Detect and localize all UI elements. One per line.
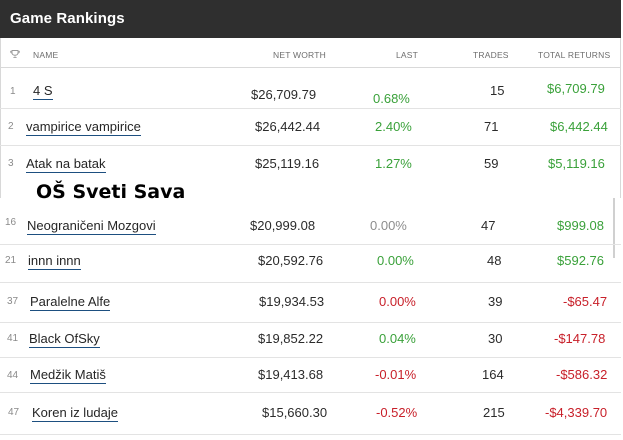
last-change-value: 0.68% xyxy=(373,91,410,106)
table-header: NAME NET WORTH LAST TRADES TOTAL RETURNS xyxy=(0,38,621,68)
header-trades[interactable]: TRADES xyxy=(473,50,509,60)
trades-value: 15 xyxy=(490,83,505,98)
header-net-worth[interactable]: NET WORTH xyxy=(273,50,326,60)
player-name-link[interactable]: vampirice vampirice xyxy=(26,119,141,136)
total-returns-value: -$4,339.70 xyxy=(545,405,608,420)
table-row: 41 Black OfSky $19,852.22 0.04% 30 -$147… xyxy=(0,323,621,358)
row-rank: 2 xyxy=(8,121,14,132)
trades-value: 71 xyxy=(484,119,499,134)
net-worth-value: $15,660.30 xyxy=(262,405,328,420)
row-rank: 41 xyxy=(7,333,19,344)
trades-value: 30 xyxy=(488,331,503,346)
window-title: Game Rankings xyxy=(10,10,125,27)
net-worth-value: $20,999.08 xyxy=(250,218,316,233)
player-name-link[interactable]: Koren iz ludaje xyxy=(32,405,118,422)
row-rank: 37 xyxy=(7,296,19,307)
net-worth-value: $19,934.53 xyxy=(259,294,325,309)
player-name-link[interactable]: Neograničeni Mozgovi xyxy=(27,218,156,235)
player-name-link[interactable]: Atak na batak xyxy=(26,156,106,173)
player-name-link[interactable]: Black OfSky xyxy=(29,331,100,348)
total-returns-value: -$65.47 xyxy=(563,294,608,309)
total-returns-value: -$586.32 xyxy=(556,367,608,382)
header-total-returns[interactable]: TOTAL RETURNS xyxy=(538,50,611,60)
trades-value: 215 xyxy=(483,405,505,420)
last-change-value: -0.01% xyxy=(375,367,417,382)
last-change-value: 2.40% xyxy=(375,119,412,134)
player-name-link[interactable]: innn innn xyxy=(28,253,81,270)
trades-value: 164 xyxy=(482,367,504,382)
table-row: 44 Medžik Matiš $19,413.68 -0.01% 164 -$… xyxy=(0,358,621,393)
row-rank: 44 xyxy=(7,370,19,381)
row-rank: 21 xyxy=(5,255,17,266)
table-row: 2 vampirice vampirice $26,442.44 2.40% 7… xyxy=(0,109,621,146)
player-name-link[interactable]: 4 S xyxy=(33,83,53,100)
header-last[interactable]: LAST xyxy=(396,50,419,60)
row-rank: 47 xyxy=(8,407,20,418)
row-rank: 3 xyxy=(8,158,14,169)
player-name-link[interactable]: Medžik Matiš xyxy=(30,367,106,384)
school-group-label: OŠ Sveti Sava xyxy=(36,181,186,203)
table-row: 21 innn innn $20,592.76 0.00% 48 $592.76 xyxy=(0,245,621,283)
table-row: 47 Koren iz ludaje $15,660.30 -0.52% 215… xyxy=(0,393,621,435)
trades-value: 39 xyxy=(488,294,503,309)
last-change-value: 0.00% xyxy=(379,294,416,309)
last-change-value: 0.00% xyxy=(370,218,407,233)
player-name-link[interactable]: Paralelne Alfe xyxy=(30,294,111,311)
trophy-icon xyxy=(10,50,20,58)
total-returns-value: $999.08 xyxy=(557,218,604,233)
net-worth-value: $19,852.22 xyxy=(258,331,324,346)
table-row: 16 Neograničeni Mozgovi $20,999.08 0.00%… xyxy=(0,208,621,245)
total-returns-value: $5,119.16 xyxy=(548,156,605,171)
scrollbar-track[interactable] xyxy=(613,198,615,258)
trades-value: 47 xyxy=(481,218,496,233)
panel-left-border xyxy=(0,38,1,198)
total-returns-value: -$147.78 xyxy=(554,331,606,346)
header-name[interactable]: NAME xyxy=(33,50,59,60)
panel-right-border xyxy=(620,38,621,198)
net-worth-value: $26,709.79 xyxy=(251,87,317,102)
row-rank: 16 xyxy=(5,217,17,228)
net-worth-value: $20,592.76 xyxy=(258,253,324,268)
last-change-value: 0.00% xyxy=(377,253,414,268)
last-change-value: 1.27% xyxy=(375,156,412,171)
table-row: 3 Atak na batak $25,119.16 1.27% 59 $5,1… xyxy=(0,146,621,182)
trades-value: 59 xyxy=(484,156,499,171)
net-worth-value: $26,442.44 xyxy=(255,119,321,134)
table-row: 1 4 S $26,709.79 0.68% 15 $6,709.79 xyxy=(0,68,621,109)
table-row: 37 Paralelne Alfe $19,934.53 0.00% 39 -$… xyxy=(0,283,621,323)
net-worth-value: $25,119.16 xyxy=(255,156,320,171)
trades-value: 48 xyxy=(487,253,502,268)
row-rank: 1 xyxy=(10,86,16,97)
total-returns-value: $592.76 xyxy=(557,253,604,268)
net-worth-value: $19,413.68 xyxy=(258,367,324,382)
total-returns-value: $6,709.79 xyxy=(547,81,605,96)
last-change-value: -0.52% xyxy=(376,405,418,420)
game-rankings-titlebar: Game Rankings xyxy=(0,0,621,38)
total-returns-value: $6,442.44 xyxy=(550,119,608,134)
last-change-value: 0.04% xyxy=(379,331,416,346)
